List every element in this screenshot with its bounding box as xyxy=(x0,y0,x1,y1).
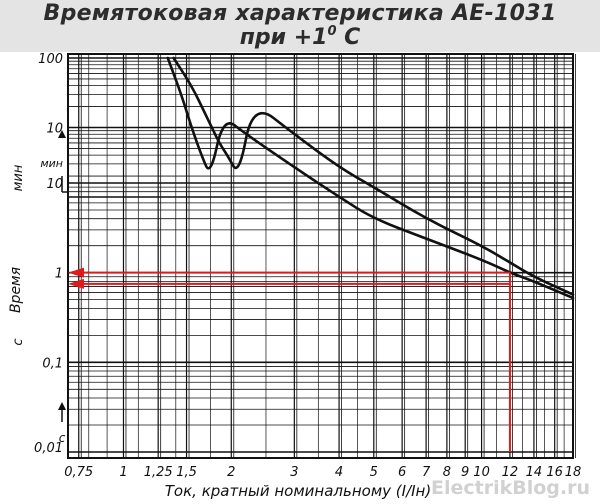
y-tick-label: 0,1 xyxy=(42,356,63,371)
unit-minutes-label: мин xyxy=(11,164,26,191)
x-axis-title: Ток, кратный номинальному (I/Iн) xyxy=(165,482,431,500)
up-arrow-icon xyxy=(58,402,66,410)
x-tick-label: 18 xyxy=(565,465,582,480)
subtitle-superscript: 0 xyxy=(327,24,337,39)
y-tick-label: 10 xyxy=(46,177,63,192)
x-tick-label: 14 xyxy=(526,465,543,480)
watermark: ElectrikBlog.ru xyxy=(431,477,590,499)
up-arrow-icon xyxy=(58,130,66,138)
x-tick-label: 9 xyxy=(461,465,469,480)
x-tick-label: 16 xyxy=(546,465,563,480)
x-tick-label: 7 xyxy=(422,465,431,480)
y-axis-title: Время xyxy=(8,267,24,313)
x-tick-label: 12 xyxy=(502,465,519,480)
x-tick-label: 1,25 xyxy=(144,465,173,480)
title-banner xyxy=(0,0,600,52)
y-tick-label: 10 xyxy=(46,122,63,137)
x-tick-label: 5 xyxy=(370,465,378,480)
x-tick-label: 4 xyxy=(335,465,343,480)
subtitle-suffix: С xyxy=(336,25,361,50)
y-tick-label: 1 xyxy=(55,267,63,282)
unit-seconds-label: с xyxy=(59,431,66,445)
y-tick-label: мин xyxy=(40,157,63,170)
x-tick-label: 1 xyxy=(119,465,127,480)
x-tick-label: 3 xyxy=(290,465,298,480)
x-tick-label: 10 xyxy=(473,465,490,480)
unit-seconds-label: с xyxy=(11,338,26,345)
upper-bound-curve xyxy=(172,56,575,296)
x-tick-label: 8 xyxy=(443,465,451,480)
y-tick-label: 100 xyxy=(38,52,63,67)
subtitle-prefix: при +1 xyxy=(239,25,328,50)
x-tick-label: 2 xyxy=(227,465,235,480)
x-tick-label: 1,5 xyxy=(176,465,197,480)
left-arrow-icon xyxy=(68,267,84,278)
y-tick-label: 0,01 xyxy=(34,441,63,456)
chart-subtitle: при +10 С xyxy=(0,24,600,50)
left-arrow-icon xyxy=(68,278,84,289)
x-tick-label: 0,75 xyxy=(64,465,93,480)
chart-title: Времятоковая характеристика АЕ-1031 xyxy=(43,1,557,26)
x-tick-label: 6 xyxy=(398,465,406,480)
